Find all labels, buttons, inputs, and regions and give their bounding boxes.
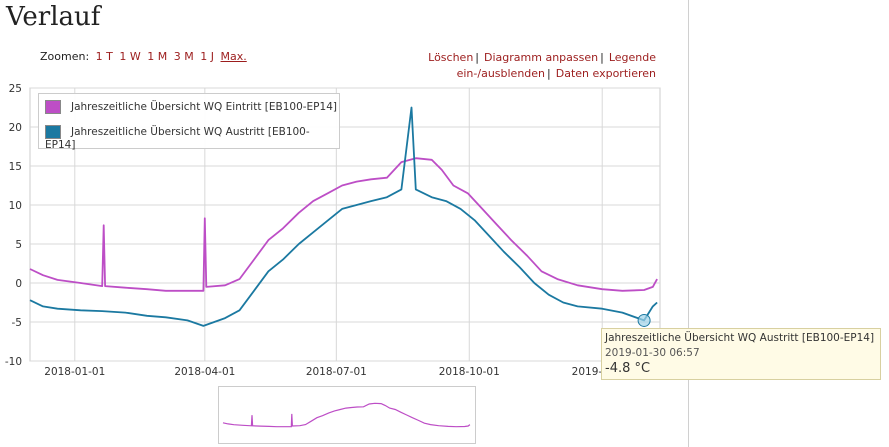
tooltip-time: 2019-01-30 06:57 [605,347,700,359]
x-tick-label: 2018-07-01 [306,366,367,378]
tooltip-value: -4.8 °C [605,361,651,376]
overview-line [222,402,471,428]
legend-item-eintritt[interactable]: Jahreszeitliche Übersicht WQ Eintritt [E… [45,100,337,118]
y-tick-label: 10 [9,200,22,212]
chart-tooltip: Jahreszeitliche Übersicht WQ Austritt [E… [601,328,881,380]
chart-actions: Löschen | Diagramm anpassen | Legende ein-/a… [296,50,656,82]
y-tick-label: 20 [9,122,22,134]
zoom-1-week[interactable]: 1 W [119,50,141,63]
zoom-1-year[interactable]: 1 J [200,50,214,63]
legend-item-austritt[interactable]: Jahreszeitliche Übersicht WQ Austritt [E… [45,125,339,151]
page-title: Verlauf [6,2,101,32]
y-tick-label: -10 [5,356,22,368]
series-line-1 [29,106,658,327]
export-data-link[interactable]: Daten exportieren [555,67,656,80]
x-tick-label: 2018-04-01 [174,366,235,378]
series-line-0 [29,157,658,292]
x-tick-label: 2018-01-01 [44,366,105,378]
zoom-3-months[interactable]: 3 M [173,50,194,63]
legend-label-austritt: Jahreszeitliche Übersicht WQ Austritt [E… [45,126,310,151]
main-panel: Verlauf Zoomen: 1 T 1 W 1 M 3 M 1 J Max.… [4,0,689,447]
legend-swatch-austritt [45,125,61,139]
y-tick-label: 0 [15,278,22,290]
separator: | [547,67,551,80]
y-tick-label: 25 [9,83,22,95]
hover-point [637,313,651,327]
zoom-bar: Zoomen: 1 T 1 W 1 M 3 M 1 J Max. [40,50,247,63]
zoom-1-month[interactable]: 1 M [147,50,168,63]
hover-marker [637,313,651,327]
delete-link[interactable]: Löschen [428,51,474,64]
x-axis-ticks: 2018-01-01 2018-04-01 2018-07-01 2018-10-01… [44,366,632,378]
overview-navigator[interactable] [218,386,476,444]
y-axis-ticks: -10 -5 0 5 10 15 20 25 [5,83,22,368]
y-tick-label: -5 [12,317,22,329]
legend-swatch-eintritt [45,100,61,114]
zoom-max[interactable]: Max. [220,50,247,63]
series-lines [29,106,658,327]
legend-label-eintritt: Jahreszeitliche Übersicht WQ Eintritt [E… [71,101,337,113]
y-tick-label: 15 [9,161,22,173]
separator: | [600,51,604,64]
tooltip-series: Jahreszeitliche Übersicht WQ Austritt [E… [605,332,875,344]
x-tick-label: 2018-10-01 [439,366,500,378]
chart-legend[interactable]: Jahreszeitliche Übersicht WQ Eintritt [E… [38,93,340,151]
adjust-chart-link[interactable]: Diagramm anpassen [484,51,599,64]
zoom-label: Zoomen: [40,50,90,63]
separator: | [475,51,480,64]
y-tick-label: 5 [15,239,22,251]
toggle-legend-link[interactable]: Legende ein-/ausblenden [456,51,656,80]
zoom-1-day[interactable]: 1 T [95,50,113,63]
